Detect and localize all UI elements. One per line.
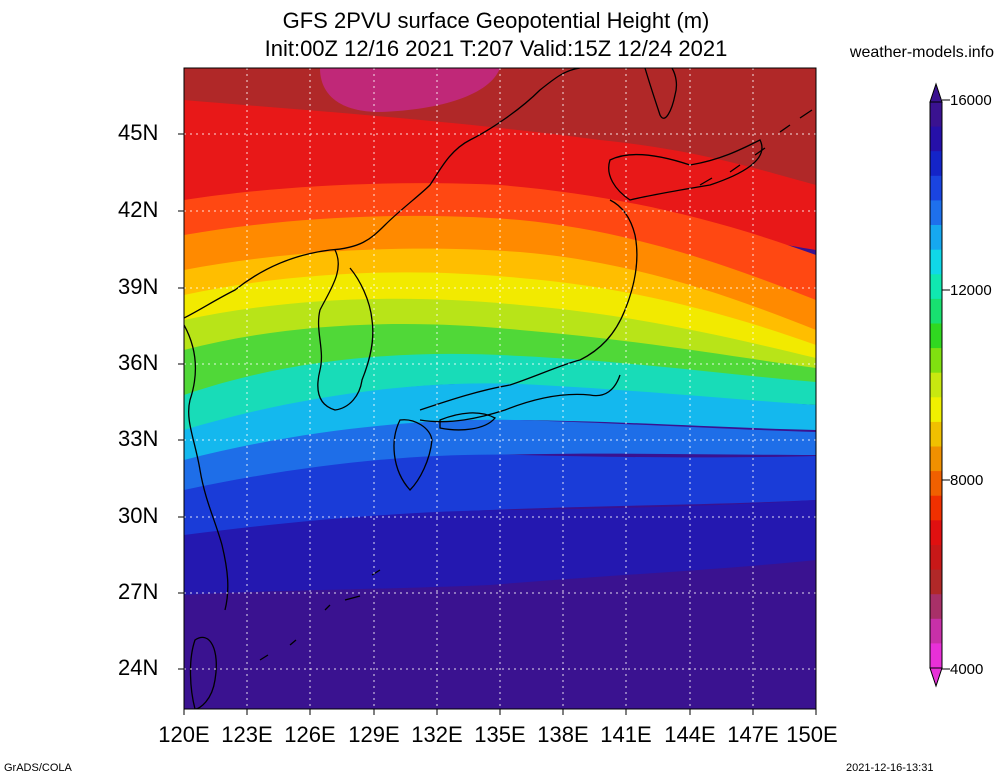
colorbar-segment xyxy=(930,446,942,472)
lon-label-129e: 129E xyxy=(348,722,400,747)
band-orangered xyxy=(184,183,816,300)
lon-label-141e: 141E xyxy=(600,722,652,747)
footer-timestamp: 2021-12-16-13:31 xyxy=(846,762,934,774)
coast-sakhalin xyxy=(644,68,678,119)
colorbar-segment xyxy=(930,323,942,349)
band-yellowgreen xyxy=(184,298,816,372)
lon-label-135e: 135E xyxy=(474,722,526,747)
colorbar-frame xyxy=(929,101,943,669)
colorbar-segment xyxy=(930,126,942,152)
lon-label-147e: 147E xyxy=(727,722,779,747)
axis-ticks xyxy=(178,133,817,715)
coast-taiwan xyxy=(189,636,217,709)
band-deepblue xyxy=(184,500,816,595)
lon-label-138e: 138E xyxy=(537,722,589,747)
lon-label-150e: 150E xyxy=(786,722,838,747)
footer-software: GrADS/COLA xyxy=(4,762,72,774)
colorbar-segment xyxy=(930,372,942,398)
coast-ryukyu xyxy=(259,569,381,661)
coast-honshu xyxy=(419,199,638,411)
colorbar-top-arrow xyxy=(929,82,943,103)
coast-shikoku xyxy=(439,412,497,431)
coast-china-east xyxy=(184,324,229,611)
colorbar-segment xyxy=(930,569,942,595)
coast-kuril xyxy=(699,109,813,186)
band-orange xyxy=(184,215,816,335)
lat-label-39n: 39N xyxy=(118,274,159,299)
lat-label-27n: 27N xyxy=(118,579,159,604)
colorbar-segment xyxy=(930,594,942,620)
colorbar-segment xyxy=(930,397,942,423)
coast-hokkaido xyxy=(608,139,763,201)
coast-korea xyxy=(317,249,374,411)
coast-honshu-south xyxy=(419,374,621,423)
colorbar-segment xyxy=(930,249,942,275)
coast-kyushu xyxy=(393,419,433,491)
lon-label-132e: 132E xyxy=(411,722,463,747)
lat-label-33n: 33N xyxy=(118,426,159,451)
colorbar-label-8000: 8000 xyxy=(950,472,984,489)
colorbar-bottom-arrow xyxy=(929,667,943,688)
colorbar-segment xyxy=(930,471,942,497)
colorbar-segment xyxy=(930,298,942,325)
colorbar-label-12000: 12000 xyxy=(950,282,992,299)
colorbar-segment xyxy=(930,200,942,226)
colorbar-segment xyxy=(930,495,942,521)
colorbar xyxy=(929,82,943,688)
band-blue xyxy=(184,454,816,545)
colorbar-ticks xyxy=(942,99,950,670)
lat-label-24n: 24N xyxy=(118,655,159,680)
lon-label-123e: 123E xyxy=(221,722,273,747)
lat-label-42n: 42N xyxy=(118,197,159,222)
gridlines xyxy=(184,68,816,709)
colorbar-segment xyxy=(930,225,942,251)
map-title: GFS 2PVU surface Geopotential Height (m) xyxy=(282,8,710,33)
lat-label-45n: 45N xyxy=(118,120,159,145)
colorbar-segment xyxy=(930,618,942,644)
band-amber xyxy=(184,248,816,350)
site-credit: weather-models.info xyxy=(849,44,994,61)
band-cyan xyxy=(184,383,816,470)
map-subtitle: Init:00Z 12/16 2021 T:207 Valid:15Z 12/2… xyxy=(264,36,728,61)
colorbar-segment xyxy=(930,274,942,300)
coastlines xyxy=(184,68,813,709)
band-green xyxy=(184,324,816,400)
colorbar-segment xyxy=(930,520,942,546)
lon-label-126e: 126E xyxy=(284,722,336,747)
colorbar-segment xyxy=(930,348,942,374)
colorbar-segment xyxy=(930,545,942,571)
coast-asia-mainland xyxy=(184,68,581,319)
colorbar-label-4000: 4000 xyxy=(950,661,984,678)
lon-label-144e: 144E xyxy=(664,722,716,747)
lon-label-120e: 120E xyxy=(158,722,210,747)
colorbar-segment xyxy=(930,175,942,201)
colorbar-segment xyxy=(930,421,942,448)
band-yellow xyxy=(184,272,816,362)
colorbar-segment xyxy=(930,151,942,177)
band-magenta xyxy=(320,68,500,112)
band-teal xyxy=(184,353,816,440)
lat-label-36n: 36N xyxy=(118,350,159,375)
lat-label-30n: 30N xyxy=(118,503,159,528)
colorbar-segment xyxy=(930,102,942,128)
colorbar-segment xyxy=(930,643,942,669)
colorbar-label-16000: 16000 xyxy=(950,92,992,109)
map-field xyxy=(184,68,816,709)
